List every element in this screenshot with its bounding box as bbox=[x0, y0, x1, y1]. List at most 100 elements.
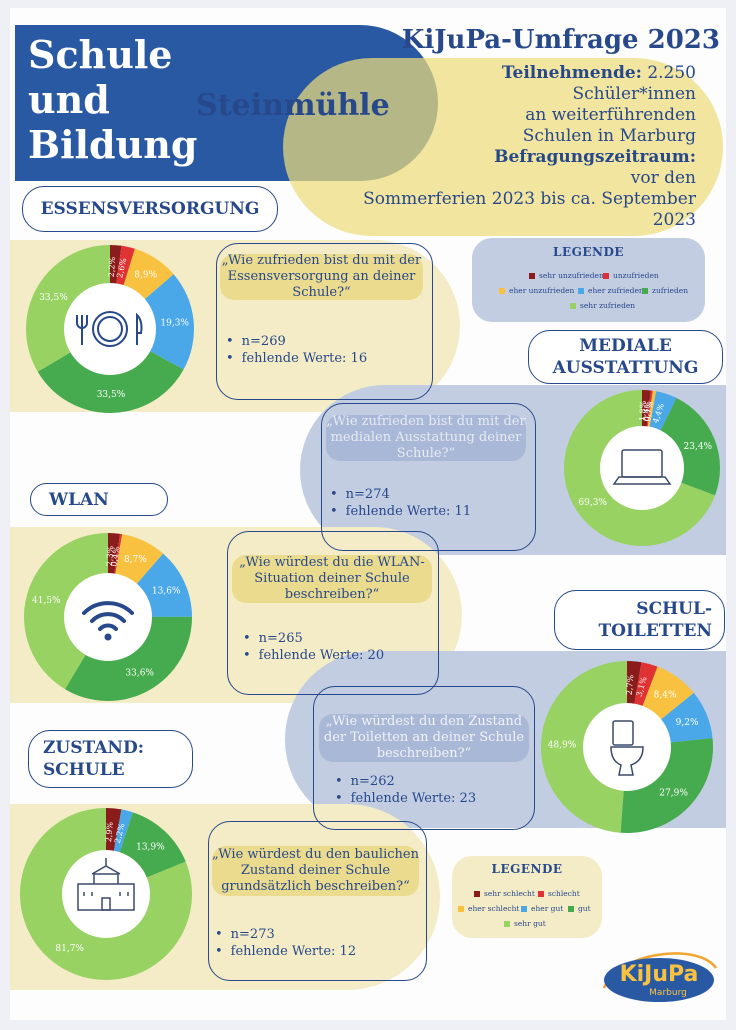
question-box-essen bbox=[216, 243, 433, 400]
slice-label-medien-2: 0,7% bbox=[643, 400, 655, 422]
survey-info: Teilnehmende: 2.250 Schüler*innen an wei… bbox=[363, 63, 696, 231]
legend-item: sehr zufrieden bbox=[570, 301, 635, 310]
slice-label-wlan-1: 0,4% bbox=[109, 545, 121, 567]
slice-label-medien-4: 23,4% bbox=[684, 442, 713, 452]
label-wlan: WLAN bbox=[30, 483, 168, 516]
legend-satisfaction: LEGENDE sehr unzufrieden unzufrieden ehe… bbox=[472, 238, 705, 322]
participants-label: Teilnehmende: bbox=[501, 63, 642, 83]
slice-label-essen-2: 8,9% bbox=[134, 271, 157, 281]
legend-item: sehr schlecht bbox=[474, 889, 535, 898]
page-title: Schule und Bildung bbox=[28, 32, 197, 167]
slice-label-wlan-4: 33,6% bbox=[125, 669, 154, 679]
missing-zustand: fehlende Werte: 12 bbox=[215, 943, 356, 960]
question-box-zustand bbox=[208, 821, 427, 981]
logo-subtext: Marburg bbox=[649, 988, 687, 998]
slice-label-zustand-4: 13,9% bbox=[136, 843, 165, 853]
logo-swoosh bbox=[602, 952, 718, 1002]
question-toiletten: „Wie würdest du den Zustand der Toilette… bbox=[319, 714, 529, 762]
slice-label-essen-1: 2,6% bbox=[115, 257, 128, 279]
participants-line-2: Schüler*innen bbox=[572, 84, 696, 104]
slice-label-toiletten-3: 9,2% bbox=[676, 718, 699, 728]
legend-item: eher unzufrieden bbox=[499, 286, 574, 295]
chart-essen: 2,2%2,6% 8,9% 19,3% 33,5% 33,5% bbox=[26, 245, 194, 413]
chart-wlan: 2,3%0,4% 8,7% 13,6% 33,6% 41,5% bbox=[23, 533, 193, 702]
slice-label-essen-3: 19,3% bbox=[160, 318, 189, 328]
slice-label-medien-5: 69,3% bbox=[578, 498, 607, 508]
location-name: Steinmühle bbox=[196, 88, 390, 123]
slice-label-essen-5: 33,5% bbox=[39, 293, 68, 303]
n-medien: n=274 bbox=[330, 486, 471, 503]
title-line-1: Schule bbox=[28, 32, 173, 77]
period-label: Befragungszeitraum: bbox=[494, 147, 696, 167]
question-box-toiletten bbox=[313, 686, 535, 830]
legend-condition-title: LEGENDE bbox=[491, 862, 563, 876]
n-wlan: n=265 bbox=[243, 630, 384, 647]
missing-essen: fehlende Werte: 16 bbox=[226, 350, 367, 367]
title-line-2: und bbox=[28, 77, 110, 122]
legend-item: gut bbox=[568, 904, 591, 913]
toilet-icon bbox=[610, 720, 644, 776]
question-wlan: „Wie würdest du die WLAN-Situation deine… bbox=[232, 555, 432, 603]
question-zustand: „Wie würdest du den baulichen Zustand de… bbox=[212, 846, 419, 896]
logo-text: KiJuPa bbox=[619, 962, 699, 987]
legend-item: eher gut bbox=[521, 904, 563, 913]
legend-item: sehr gut bbox=[504, 919, 546, 928]
slice-label-medien-1: 0,4% bbox=[641, 400, 653, 422]
slice-label-wlan-0: 2,3% bbox=[105, 545, 115, 566]
slice-label-wlan-3: 13,6% bbox=[152, 586, 181, 596]
chart-medien: 1,8%0,4%0,7%4,4%23,4%69,3% bbox=[563, 390, 721, 546]
legend-satisfaction-title: LEGENDE bbox=[553, 245, 624, 259]
n-essen: n=269 bbox=[226, 333, 367, 350]
slice-label-medien-0: 1,8% bbox=[638, 400, 648, 421]
wifi-icon bbox=[82, 601, 134, 631]
legend-item: zufrieden bbox=[642, 286, 688, 295]
chart-toiletten: 2,7% 3,1% 8,4%9,2%27,9%48,9% bbox=[541, 661, 713, 833]
missing-toiletten: fehlende Werte: 23 bbox=[335, 790, 476, 807]
stats-toiletten: n=262 fehlende Werte: 23 bbox=[335, 773, 476, 807]
n-toiletten: n=262 bbox=[335, 773, 476, 790]
label-essensversorgung: ESSENSVERSORGUNG bbox=[22, 186, 278, 232]
stats-essen: n=269 fehlende Werte: 16 bbox=[226, 333, 367, 367]
infographic-page: Schule und Bildung Steinmühle KiJuPa-Umf… bbox=[10, 8, 726, 1020]
slice-label-toiletten-2: 8,4% bbox=[654, 690, 677, 700]
school-building-icon bbox=[77, 858, 135, 911]
slice-label-zustand-0: 2,9% bbox=[104, 821, 115, 842]
laptop-icon bbox=[612, 449, 672, 485]
legend-item: unzufrieden bbox=[603, 271, 659, 280]
stats-wlan: n=265 fehlende Werte: 20 bbox=[243, 630, 384, 664]
stats-medien: n=274 fehlende Werte: 11 bbox=[330, 486, 471, 520]
participants-line-4: Schulen in Marburg bbox=[522, 126, 696, 146]
n-zustand: n=273 bbox=[215, 926, 356, 943]
missing-wlan: fehlende Werte: 20 bbox=[243, 647, 384, 664]
yellow-oval bbox=[283, 58, 723, 236]
period-line-3: 2023 bbox=[652, 210, 696, 230]
plate-cutlery-icon bbox=[76, 311, 143, 347]
legend-item: sehr unzufrieden bbox=[529, 271, 604, 280]
slice-label-wlan-2: 8,7% bbox=[124, 555, 147, 565]
label-zustand-schule: ZUSTAND: SCHULE bbox=[28, 730, 193, 788]
slice-label-essen-0: 2,2% bbox=[107, 256, 117, 277]
survey-title: KiJuPa-Umfrage 2023 bbox=[401, 25, 720, 55]
kijupa-logo: KiJuPa Marburg bbox=[598, 944, 720, 1006]
participants-line-3: an weiterführenden bbox=[525, 105, 696, 125]
legend-item: eher zufrieden bbox=[578, 286, 644, 295]
label-schul-toiletten: SCHUL- TOILETTEN bbox=[554, 590, 725, 650]
stats-zustand: n=273 fehlende Werte: 12 bbox=[215, 926, 356, 960]
wifi-dot bbox=[104, 633, 112, 641]
chart-zustand: 2,9%2,2%13,9%81,7% bbox=[20, 808, 192, 980]
question-medien: „Wie zufrieden bist du mit der medialen … bbox=[326, 414, 526, 461]
slice-label-toiletten-0: 2,7% bbox=[625, 674, 636, 695]
label-mediale-ausstattung: MEDIALE AUSSTATTUNG bbox=[528, 330, 723, 384]
period-line-2: Sommerferien 2023 bis ca. September bbox=[363, 189, 696, 209]
slice-label-essen-4: 33,5% bbox=[97, 390, 126, 400]
slice-label-wlan-5: 41,5% bbox=[32, 596, 61, 606]
legend-condition: LEGENDE sehr schlecht schlecht eher schl… bbox=[452, 856, 602, 938]
missing-medien: fehlende Werte: 11 bbox=[330, 503, 471, 520]
period-line-1: vor den bbox=[630, 168, 696, 188]
legend-item: eher schlecht bbox=[458, 904, 519, 913]
legend-item: schlecht bbox=[538, 889, 580, 898]
slice-label-toiletten-5: 48,9% bbox=[548, 741, 577, 751]
slice-label-toiletten-4: 27,9% bbox=[659, 788, 688, 798]
title-line-3: Bildung bbox=[28, 122, 198, 167]
question-essen: „Wie zufrieden bist du mit der Essensver… bbox=[220, 253, 423, 300]
